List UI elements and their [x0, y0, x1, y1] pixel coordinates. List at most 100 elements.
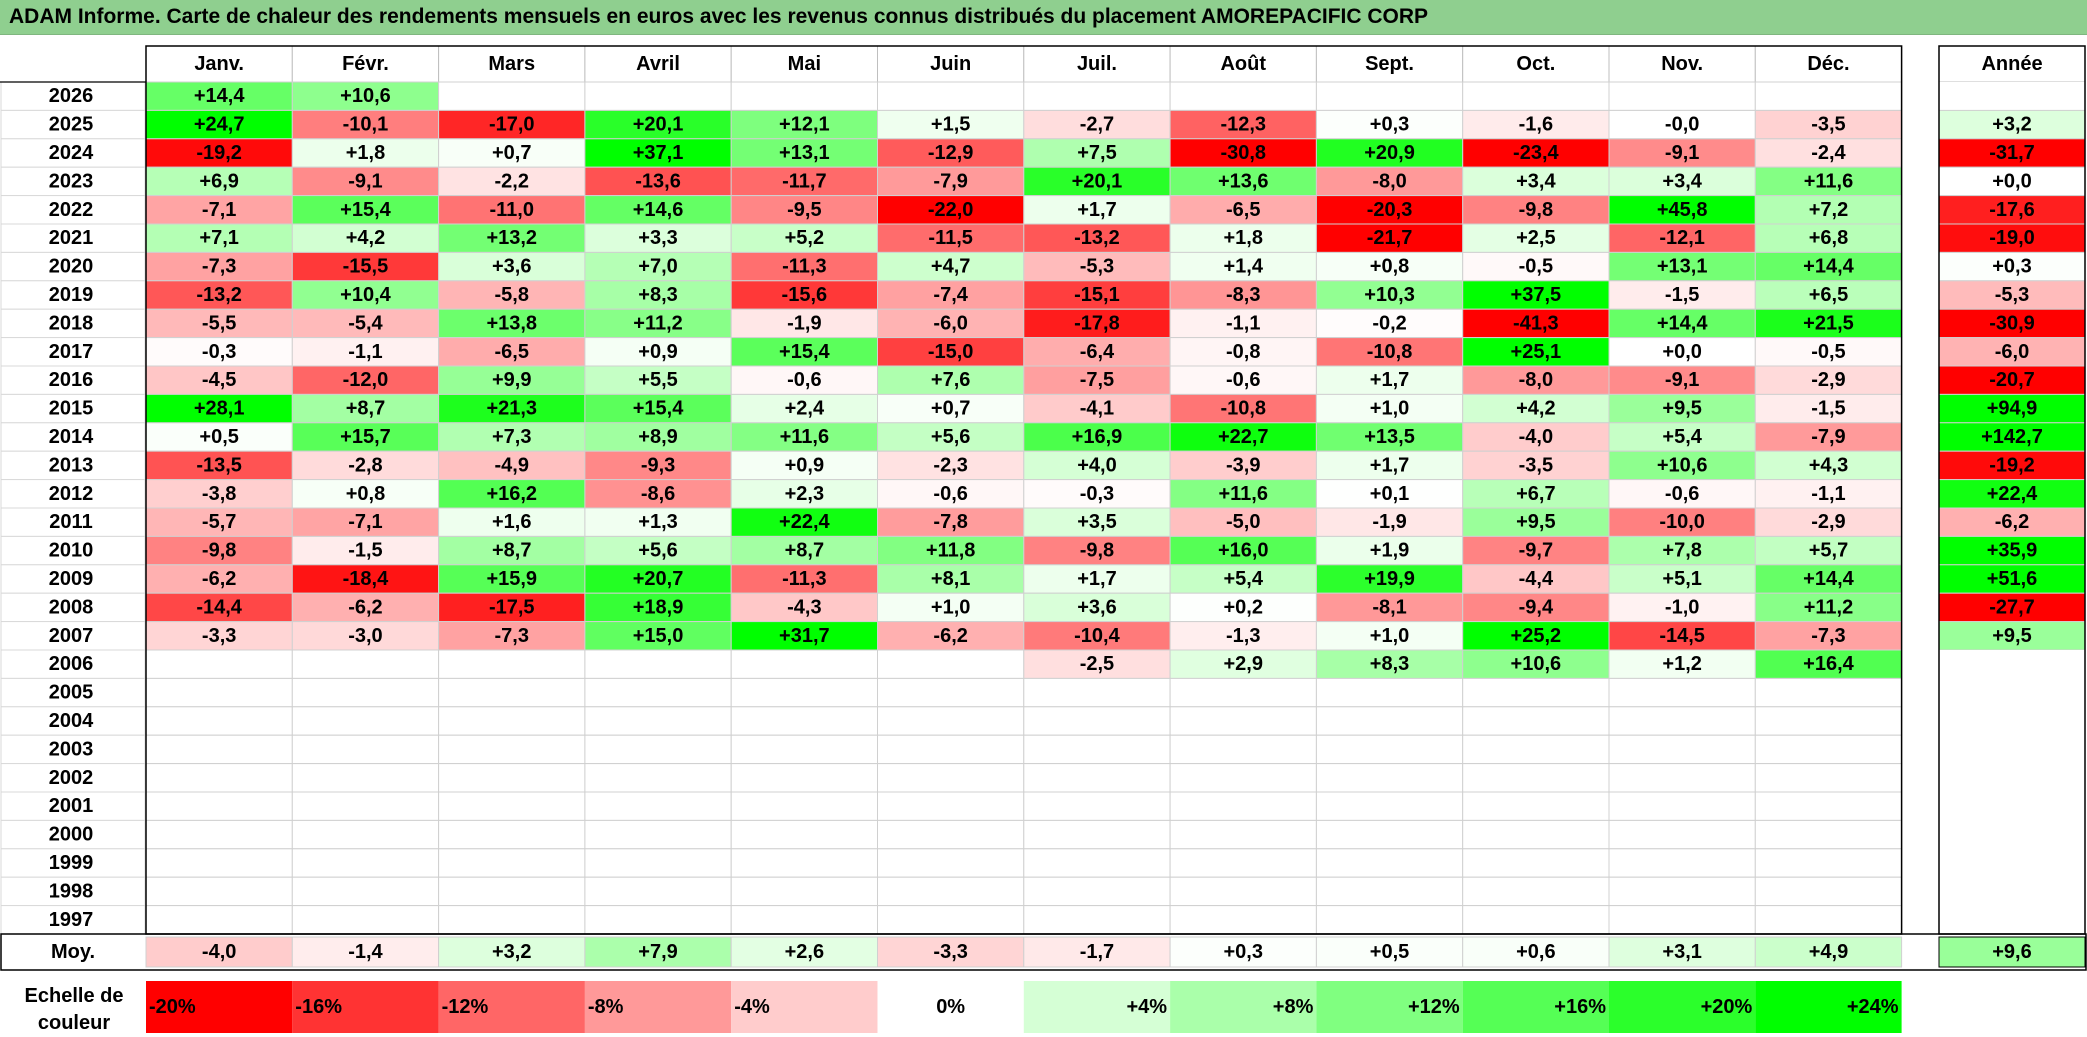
heatmap-cell	[1169, 791, 1317, 821]
heatmap-cell	[291, 251, 440, 282]
scale-label: +4%	[1127, 996, 1168, 1018]
heatmap-cell-value: +7,3	[492, 426, 531, 448]
heatmap-cell-value: +15,7	[340, 426, 391, 448]
heatmap-cell	[877, 365, 1025, 395]
heatmap-cell-value: +12,1	[779, 114, 830, 136]
heatmap-cell	[1608, 621, 1756, 651]
heatmap-cell	[877, 791, 1025, 821]
heatmap-cell	[438, 507, 586, 537]
heatmap-cell-value: -7,9	[933, 170, 967, 192]
year-label: 2008	[49, 596, 94, 618]
heatmap-cell	[1023, 706, 1171, 736]
heatmap-cell-value: -15,1	[1074, 284, 1120, 306]
heatmap-cell	[1608, 365, 1756, 395]
heatmap-cell	[1169, 365, 1317, 395]
avg-cell	[1315, 936, 1464, 968]
heatmap-cell	[291, 109, 440, 140]
heatmap-cell	[291, 564, 440, 594]
heatmap-cell-value: +2,9	[1224, 653, 1263, 675]
heatmap-cell	[291, 592, 440, 623]
avg-cell-value: +4,9	[1809, 941, 1848, 963]
month-header: Déc.	[1807, 53, 1849, 75]
heatmap-cell-value: -13,2	[196, 284, 242, 306]
avg-cell-value: +0,3	[1224, 941, 1263, 963]
heatmap-cell-value: -9,1	[348, 170, 382, 192]
year-label-cell	[0, 365, 146, 395]
year-label: 2003	[49, 738, 94, 760]
heatmap-cell-value: -1,1	[1226, 312, 1260, 334]
heatmap-cell-value: -17,0	[489, 114, 535, 136]
year-label-cell	[0, 535, 146, 566]
heatmap-cell	[438, 819, 586, 850]
month-header-cell	[145, 45, 293, 83]
heatmap-cell	[145, 819, 293, 850]
annual-cell-value: -19,0	[1989, 227, 2035, 249]
heatmap-cell-value: +5,1	[1662, 568, 1701, 590]
annual-cell	[1939, 735, 2085, 764]
heatmap-cell-value: -41,3	[1513, 312, 1559, 334]
heatmap-cell	[1023, 393, 1171, 424]
heatmap-cell	[730, 166, 879, 197]
heatmap-cell	[584, 223, 732, 253]
heatmap-cell-value: +1,5	[931, 114, 970, 136]
heatmap-cell-value: +20,1	[633, 114, 684, 136]
heatmap-cell	[1023, 876, 1171, 907]
heatmap-cell	[1169, 706, 1317, 736]
heatmap-cell-value: +0,7	[492, 142, 531, 164]
heatmap-cell	[877, 649, 1025, 679]
heatmap-cell-value: -1,3	[1226, 625, 1260, 647]
heatmap-cell-value: -0,6	[787, 369, 821, 391]
heatmap-cell-value: -8,0	[1519, 369, 1553, 391]
heatmap-cell-value: +16,0	[1218, 540, 1269, 562]
heatmap-cell	[291, 507, 440, 537]
heatmap-cell-value: -9,8	[1519, 199, 1553, 221]
heatmap-cell	[1023, 848, 1171, 878]
heatmap-cell	[1315, 337, 1464, 367]
heatmap-cell-value: -2,8	[348, 454, 382, 476]
annual-avg-cell	[1938, 936, 2086, 968]
heatmap-cell	[877, 905, 1025, 935]
year-label-cell	[0, 479, 146, 509]
heatmap-cell-value: +16,9	[1072, 426, 1123, 448]
heatmap-cell	[1462, 507, 1610, 537]
heatmap-cell	[877, 876, 1025, 907]
heatmap-cell	[438, 308, 586, 339]
scale-label: -4%	[734, 996, 770, 1018]
heatmap-cell-value: +0,3	[1370, 114, 1409, 136]
heatmap-cell	[438, 592, 586, 623]
heatmap-cell-value: +15,4	[340, 199, 391, 221]
heatmap-cell	[1754, 81, 1903, 111]
heatmap-cell	[1023, 734, 1171, 765]
annual-cell-value: +9,5	[1992, 625, 2031, 647]
scale-swatch	[438, 981, 585, 1033]
heatmap-cell	[438, 337, 586, 367]
avg-cell-value: -3,3	[933, 941, 967, 963]
heatmap-cell	[584, 706, 732, 736]
heatmap-cell-value: +9,5	[1516, 511, 1555, 533]
heatmap-cell	[730, 848, 879, 878]
heatmap-cell-value: -14,5	[1659, 625, 1705, 647]
heatmap-cell	[730, 677, 879, 708]
heatmap-cell-value: -4,1	[1080, 398, 1114, 420]
heatmap-cell	[1315, 166, 1464, 197]
heatmap-cell-value: -2,7	[1080, 114, 1114, 136]
heatmap-cell	[1608, 479, 1756, 509]
heatmap-cell	[291, 621, 440, 651]
heatmap-cell	[145, 280, 293, 310]
annual-cell-value: +35,9	[1987, 540, 2038, 562]
heatmap-cell	[1169, 734, 1317, 765]
heatmap-cell	[584, 365, 732, 395]
heatmap-cell	[438, 251, 586, 282]
heatmap-cell	[877, 337, 1025, 367]
heatmap-cell-value: +0,7	[931, 398, 970, 420]
heatmap-cell	[438, 791, 586, 821]
annual-cell-value: -5,3	[1995, 284, 2029, 306]
heatmap-cell-value: +20,7	[633, 568, 684, 590]
heatmap-cell-value: -3,3	[202, 625, 236, 647]
heatmap-cell	[438, 450, 586, 481]
heatmap-cell	[145, 734, 293, 765]
annual-cell	[1939, 650, 2085, 679]
year-label: 1999	[49, 852, 94, 874]
heatmap-cell	[584, 308, 732, 339]
heatmap-cell	[291, 308, 440, 339]
